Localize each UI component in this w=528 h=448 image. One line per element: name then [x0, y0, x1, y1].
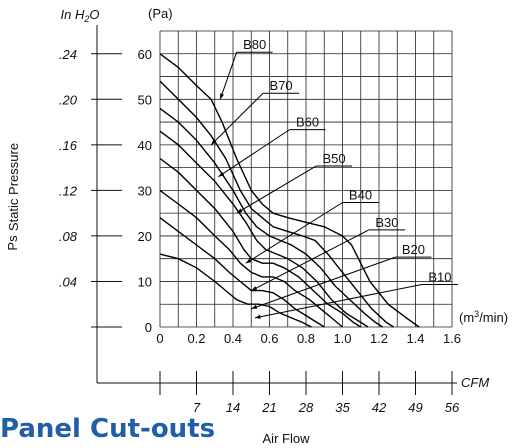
- y-tick-label-inh2o: .12: [59, 183, 78, 198]
- x-tick-label-cfm: 7: [193, 400, 201, 415]
- x-tick-label-m3: 0.4: [224, 331, 242, 346]
- x-tick-label-m3: 1.0: [333, 331, 351, 346]
- y-tick-label-pa: 10: [138, 274, 152, 289]
- x-tick-label-m3: 0: [156, 331, 163, 346]
- x-tick-label-m3: 1.2: [370, 331, 388, 346]
- inh2o-label-subscript: 2: [83, 14, 89, 24]
- curve-b20: [159, 217, 325, 328]
- y-tick-label-pa: 20: [138, 229, 152, 244]
- y-axis-inh2o-label: In H2O: [61, 7, 100, 24]
- x-tick-label-cfm: 21: [261, 400, 276, 415]
- y-tick-label-inh2o: .24: [59, 47, 77, 62]
- inh2o-label-end: O: [89, 7, 99, 22]
- y-tick-label-pa: 0: [145, 320, 152, 335]
- series-leader-arrowhead: [245, 258, 252, 264]
- x-tick-label-cfm: 56: [445, 400, 460, 415]
- x-unit-sup: 3: [474, 309, 479, 319]
- series-leader-line: [219, 52, 238, 100]
- inh2o-label-main: In H: [61, 7, 85, 22]
- x-tick-label-m3: 1.4: [406, 331, 424, 346]
- series-label-b20: B20: [402, 242, 425, 257]
- series-label-b80: B80: [243, 37, 266, 52]
- curve-b50: [159, 130, 369, 328]
- y-tick-label-inh2o: .20: [59, 92, 78, 107]
- x-axis-title: Air Flow: [263, 431, 311, 446]
- x-unit-pre: (m: [459, 310, 474, 325]
- y-tick-label-pa: 60: [138, 47, 152, 62]
- x-tick-label-cfm: 42: [372, 400, 387, 415]
- y-axis-pa-label: (Pa): [148, 6, 173, 21]
- y-tick-label-pa: 30: [138, 183, 152, 198]
- section-heading: Panel Cut-outs: [0, 414, 216, 444]
- chart-grid: [159, 30, 453, 328]
- series-leader-arrowhead: [218, 171, 225, 177]
- curve-b10: [159, 253, 312, 328]
- chart-axes: 0 10 20 30 40 50 60 .04 .08 .12 .16 .20 .24 0 0.2 0.4 0.…: [59, 25, 461, 415]
- curve-b70: [159, 80, 394, 328]
- series-label-b10: B10: [428, 269, 451, 284]
- x-axis-cfm-label: CFM: [461, 375, 489, 390]
- x-tick-label-cfm: 28: [298, 400, 314, 415]
- x-axis-unit-label: (m3/min): [459, 309, 508, 325]
- x-tick-label-cfm: 35: [335, 400, 350, 415]
- series-label-b40: B40: [349, 187, 372, 202]
- y-tick-label-pa: 50: [138, 92, 152, 107]
- series-leader-line: [210, 92, 264, 146]
- y-tick-label-inh2o: .04: [59, 274, 77, 289]
- series-label-b60: B60: [296, 115, 319, 130]
- x-tick-label-m3: 0.2: [187, 331, 205, 346]
- series-leader-arrowhead: [251, 286, 258, 291]
- curve-b80: [159, 53, 420, 328]
- x-unit-post: /min): [479, 310, 508, 325]
- x-tick-label-cfm: 14: [226, 400, 240, 415]
- x-tick-label-m3: 1.6: [443, 331, 461, 346]
- series-leader-line: [245, 202, 343, 264]
- x-tick-label-cfm: 49: [408, 400, 422, 415]
- y-axis-ps-label: Ps: [5, 235, 20, 251]
- series-leader-line: [251, 256, 396, 310]
- x-tick-label-m3: 0.8: [297, 331, 315, 346]
- series-leader-arrowhead: [220, 93, 224, 100]
- series-label-b50: B50: [322, 151, 345, 166]
- y-tick-label-inh2o: .16: [59, 138, 78, 153]
- series-label-b70: B70: [270, 78, 293, 93]
- series-leader-line: [236, 165, 317, 214]
- y-tick-label-pa: 40: [138, 138, 152, 153]
- series-leader-arrowhead: [254, 314, 261, 319]
- x-tick-label-m3: 0.6: [260, 331, 278, 346]
- performance-curves: [159, 53, 420, 328]
- series-leader-arrowhead: [251, 304, 258, 309]
- curve-b40: [159, 157, 362, 328]
- series-leader-line: [254, 283, 422, 319]
- y-tick-label-inh2o: .08: [59, 229, 78, 244]
- curve-b60: [159, 107, 383, 328]
- series-label-b30: B30: [375, 215, 398, 230]
- series-leader-line: [218, 129, 290, 178]
- series-leader-line: [251, 229, 370, 292]
- series-leader-arrowhead: [236, 208, 243, 214]
- y-axis-title: Static Pressure: [6, 143, 21, 231]
- series-leader-arrowhead: [211, 139, 217, 145]
